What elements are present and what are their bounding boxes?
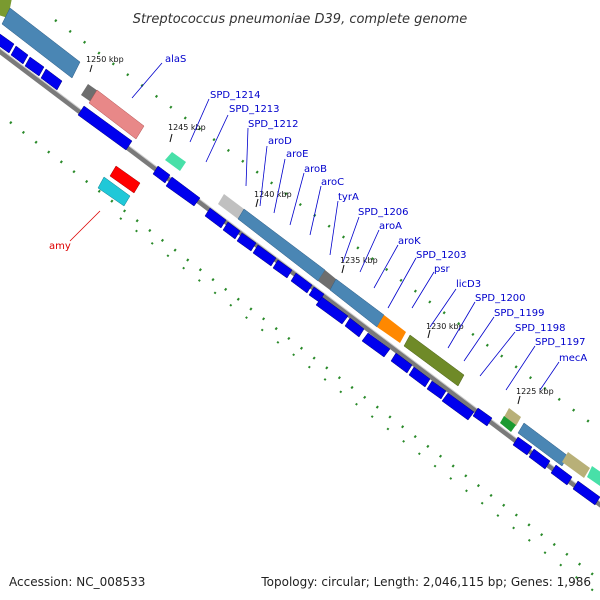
gene-label-spd-1199: SPD_1199 xyxy=(494,308,545,319)
gene-arrow xyxy=(152,165,171,184)
gene-arrow xyxy=(315,296,349,325)
gene-label-spd-1200: SPD_1200 xyxy=(475,293,526,304)
tick-label: 1240 kbp xyxy=(254,190,292,199)
feature-bar-salmon xyxy=(88,89,145,140)
gene-arrow xyxy=(290,272,313,294)
gene-arrow xyxy=(236,232,257,252)
feature-bar-gray-2 xyxy=(318,270,336,290)
gene-arrow xyxy=(204,207,227,229)
gene-arrow xyxy=(272,259,293,279)
gene-label-spd-1212: SPD_1212 xyxy=(248,119,299,130)
kbp-ticks: 1250 kbp 1245 kbp 1240 kbp 1235 kbp 1230… xyxy=(86,55,554,405)
feature-bar-tan-small xyxy=(504,408,521,426)
gene-label-arok: aroK xyxy=(398,236,421,247)
gene-label-psr: psr xyxy=(434,264,451,275)
gene-label-aroe: aroE xyxy=(286,149,308,160)
gene-arrow xyxy=(528,448,551,470)
gene-arrow xyxy=(77,105,133,151)
gene-arrow xyxy=(550,464,573,486)
feature-bar-steelblue-4 xyxy=(517,422,569,467)
gene-label-spd-1198: SPD_1198 xyxy=(515,323,566,334)
feature-bar-tan xyxy=(562,452,590,478)
accession-text: Accession: NC_008533 xyxy=(9,575,145,589)
map-title: Streptococcus pneumoniae D39, complete g… xyxy=(133,12,468,27)
feature-bar-lightgray xyxy=(218,194,244,219)
gene-label-leaders xyxy=(69,62,560,391)
gene-arrow xyxy=(441,392,475,421)
gene-label-aroa: aroA xyxy=(379,221,402,232)
gene-arrow xyxy=(572,480,600,506)
tick-label: 1230 kbp xyxy=(426,322,464,331)
gene-arrow xyxy=(24,56,45,77)
gene-arrow xyxy=(390,352,413,374)
gene-arrow xyxy=(344,317,365,338)
feature-bar-olive xyxy=(403,334,465,387)
gene-arrow xyxy=(0,33,15,54)
feature-bar-steelblue-1 xyxy=(1,7,81,79)
feature-bar-orange xyxy=(377,315,406,343)
gene-label-spd-1206: SPD_1206 xyxy=(358,207,409,218)
tick-label: 1235 kbp xyxy=(340,256,378,265)
gene-label-amy: amy xyxy=(49,241,71,252)
gene-label-aroc: aroC xyxy=(321,177,344,188)
gene-arrow xyxy=(361,332,391,358)
gene-arrows xyxy=(0,33,600,506)
feature-bar-aqua-right xyxy=(587,466,600,486)
feature-bar-green-small xyxy=(500,416,516,432)
gene-label-tyra: tyrA xyxy=(338,192,359,203)
gene-label-arod: aroD xyxy=(268,136,292,147)
gene-arrow xyxy=(165,176,201,207)
feature-bar-aqua xyxy=(165,152,186,171)
gene-label-spd-1197: SPD_1197 xyxy=(535,337,586,348)
gc-dot-track xyxy=(9,19,600,597)
gene-arrow xyxy=(512,436,533,456)
gene-arrow xyxy=(252,244,277,267)
gene-arrow xyxy=(40,68,63,91)
gene-label-licd3: licD3 xyxy=(456,279,481,290)
tick-label: 1250 kbp xyxy=(86,55,124,64)
gene-arrow xyxy=(408,366,431,388)
gene-labels: alaS SPD_1214 SPD_1213 SPD_1212 aroD aro… xyxy=(49,54,587,364)
gene-arrow xyxy=(472,407,493,427)
tick-label: 1245 kbp xyxy=(168,123,206,132)
gene-label-spd-1214: SPD_1214 xyxy=(210,90,261,101)
gene-label-spd-1213: SPD_1213 xyxy=(229,104,280,115)
gene-label-arob: aroB xyxy=(304,164,327,175)
feature-bar-cyan xyxy=(97,176,131,207)
tick-label: 1225 kbp xyxy=(516,387,554,396)
gene-label-meca: mecA xyxy=(559,353,587,364)
feature-bar-red xyxy=(109,165,141,194)
gene-arrow xyxy=(10,45,29,65)
gene-label-spd-1203: SPD_1203 xyxy=(416,250,467,261)
gene-arrow xyxy=(222,221,241,240)
topology-text: Topology: circular; Length: 2,046,115 bp… xyxy=(260,575,591,589)
feature-bars xyxy=(0,0,600,486)
gene-arrow xyxy=(426,380,447,400)
gene-label-alas: alaS xyxy=(165,54,186,65)
